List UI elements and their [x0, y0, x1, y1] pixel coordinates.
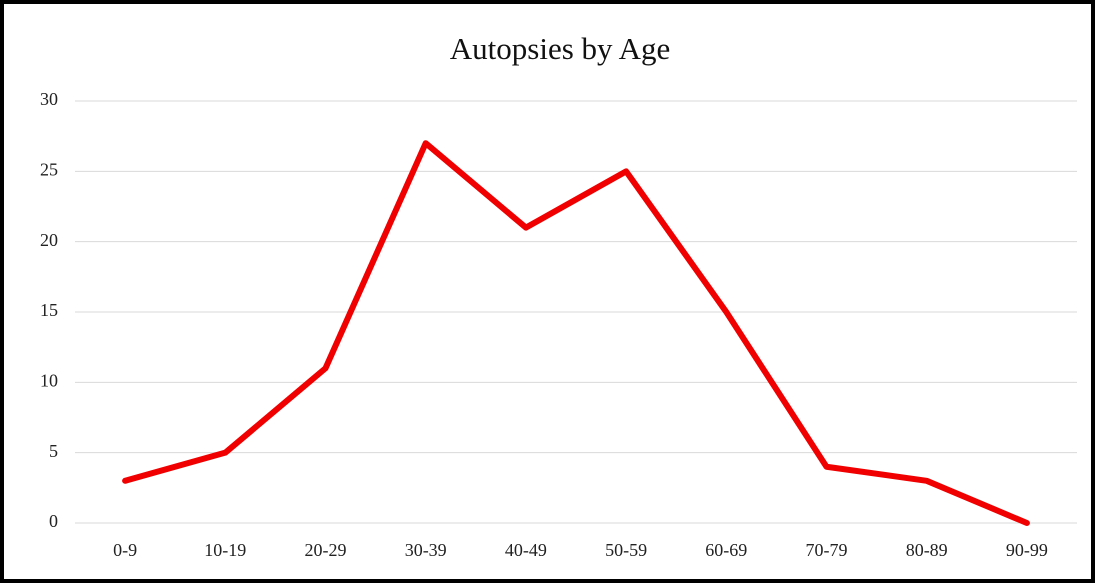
data-line	[122, 140, 1030, 526]
x-tick-label: 10-19	[204, 540, 246, 560]
x-tick-label: 20-29	[305, 540, 347, 560]
x-tick-label: 80-89	[906, 540, 948, 560]
x-tick-label: 70-79	[806, 540, 848, 560]
chart-title: Autopsies by Age	[450, 31, 670, 66]
x-tick-label: 0-9	[113, 540, 137, 560]
y-tick-label: 30	[40, 89, 58, 109]
x-tick-label: 30-39	[405, 540, 447, 560]
y-tick-label: 20	[40, 230, 58, 250]
y-tick-label: 15	[40, 300, 58, 320]
x-tick-label: 90-99	[1006, 540, 1048, 560]
y-tick-label: 25	[40, 159, 58, 179]
y-tick-label: 10	[40, 370, 58, 390]
x-tick-label: 40-49	[505, 540, 547, 560]
y-tick-label: 5	[49, 441, 58, 461]
x-tick-label: 60-69	[705, 540, 747, 560]
y-tick-label: 0	[49, 511, 58, 531]
x-tick-label: 50-59	[605, 540, 647, 560]
